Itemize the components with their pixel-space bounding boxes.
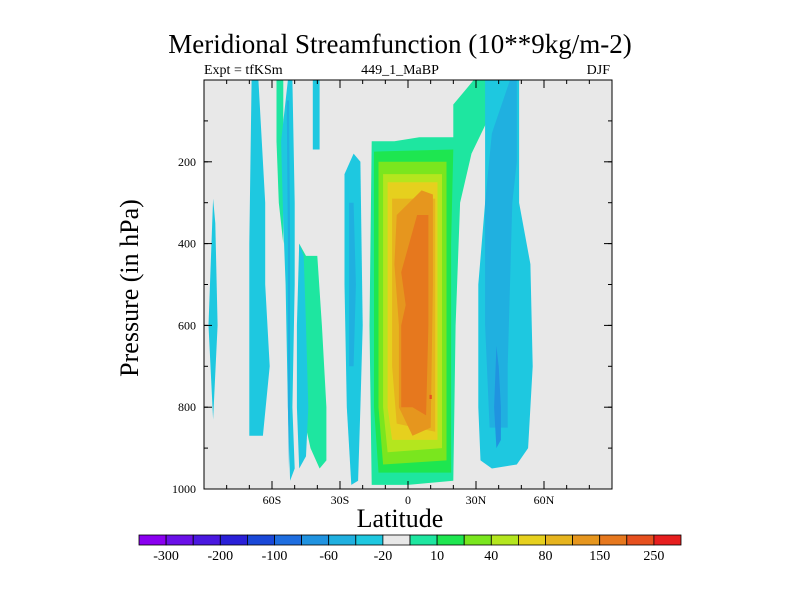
colorbar-swatch — [246, 534, 275, 546]
colorbar-swatch — [355, 534, 384, 546]
contour-region-20 — [485, 80, 517, 428]
x-tick-label: 30S — [331, 493, 350, 507]
colorbar-swatch — [572, 534, 601, 546]
contour-region-18 — [429, 394, 432, 399]
colorbar-swatch — [626, 534, 655, 546]
x-tick-label: 30N — [466, 493, 487, 507]
colorbar-swatch — [599, 534, 628, 546]
colorbar-swatch — [409, 534, 438, 546]
colorbar-label: -60 — [319, 549, 338, 564]
chart-title: Meridional Streamfunction (10**9kg/m-2) — [168, 29, 632, 59]
colorbar-label: 10 — [430, 549, 444, 564]
colorbar-swatch — [192, 534, 221, 546]
colorbar-label: 250 — [643, 549, 664, 564]
contour-region-7 — [296, 243, 309, 469]
colorbar-label: -200 — [207, 549, 233, 564]
experiment-label: Expt = tfKSm — [204, 63, 283, 78]
y-tick-label: 400 — [178, 237, 196, 251]
colorbar-swatch — [463, 534, 492, 546]
x-tick-label: 0 — [405, 493, 411, 507]
contour-region-5 — [312, 80, 320, 150]
x-tick-label: 60N — [534, 493, 555, 507]
colorbar-swatch — [653, 534, 682, 546]
x-tick-label: 60S — [263, 493, 282, 507]
contour-region-21 — [494, 345, 501, 449]
colorbar-label: 40 — [484, 549, 498, 564]
colorbar-swatch — [328, 534, 357, 546]
contour-region-9 — [349, 202, 356, 367]
colorbar-label: -300 — [153, 549, 179, 564]
colorbar-label: -20 — [374, 549, 393, 564]
colorbar-label: -100 — [262, 549, 288, 564]
colorbar-swatch — [490, 534, 519, 546]
colorbar-swatch — [165, 534, 194, 546]
run-label: 449_1_MaBP — [361, 63, 439, 78]
contour-region-2 — [276, 80, 284, 244]
colorbar-swatch — [301, 534, 330, 546]
y-tick-label: 200 — [178, 155, 196, 169]
contour-region-17 — [401, 215, 429, 416]
season-label: DJF — [586, 63, 610, 78]
colorbar-swatch — [138, 534, 167, 546]
colorbar-swatch — [436, 534, 465, 546]
colorbar-label: 150 — [589, 549, 610, 564]
colorbar-swatch — [518, 534, 546, 546]
y-tick-label: 800 — [178, 400, 196, 414]
colorbar-swatch — [219, 534, 248, 546]
contour-region-1 — [249, 80, 270, 436]
y-tick-label: 1000 — [172, 482, 196, 496]
colorbar-swatch — [274, 534, 303, 546]
x-axis-label: Latitude — [356, 504, 444, 533]
contour-region-0 — [208, 198, 218, 420]
y-tick-label: 600 — [178, 318, 196, 332]
colorbar-swatch — [545, 534, 574, 546]
colorbar-swatch — [382, 534, 411, 546]
colorbar-label: 80 — [539, 549, 553, 564]
contour-region-4 — [286, 100, 291, 469]
